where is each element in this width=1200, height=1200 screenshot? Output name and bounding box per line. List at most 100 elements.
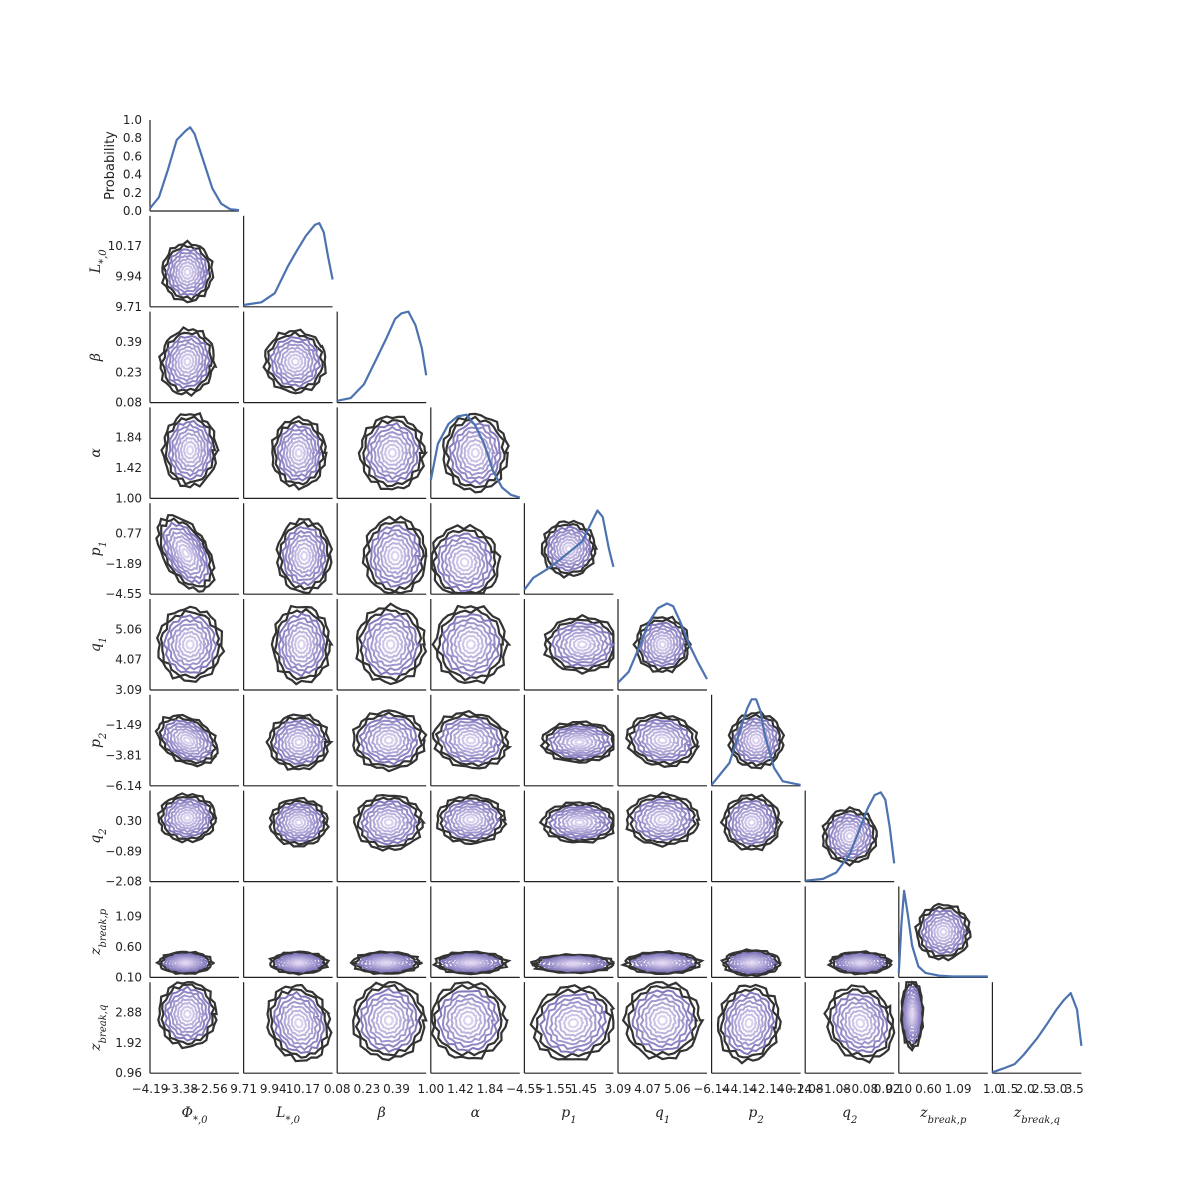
- contour-p1-vs-zbreak-q: [567, 1017, 580, 1029]
- contour-l-0-vs-q1: [297, 638, 307, 651]
- contour-0-vs-zbreak-q: [160, 983, 216, 1046]
- ylabel-: β: [88, 353, 104, 362]
- contour--vs-p1: [444, 539, 486, 584]
- contour-p1-vs-q2: [574, 819, 587, 826]
- marginal-density-q2: [805, 791, 896, 882]
- contour-p1-vs-zbreak-p: [567, 961, 580, 966]
- contour-l-0-vs-: [287, 353, 304, 370]
- contour-p2-vs-zbreak-p: [747, 960, 756, 966]
- ytick-zbreak-p: 0.60: [115, 940, 142, 954]
- contour--vs-q2: [375, 811, 402, 834]
- contour-p1-vs-q2: [561, 811, 598, 833]
- contour-l-0-vs-: [279, 346, 311, 378]
- contour--vs-p2: [351, 709, 428, 773]
- contour-p1-vs-zbreak-p: [529, 952, 615, 975]
- contour-0-vs-: [177, 349, 198, 374]
- xtick-zbreak-p: 0.10: [885, 1082, 912, 1096]
- contour--vs-q1: [355, 602, 428, 686]
- contour-0-vs-q1: [167, 618, 213, 671]
- contour--vs-p2: [438, 717, 503, 764]
- ytick-probability: 0.0: [123, 204, 142, 218]
- xtick-q2: −0.08: [841, 1082, 878, 1096]
- contour-l-0-vs-zbreak-p: [267, 950, 331, 976]
- contour-p2-vs-zbreak-q: [726, 995, 772, 1051]
- contour--vs-zbreak-q: [432, 983, 503, 1057]
- contour-l-0-vs-p1: [290, 537, 318, 575]
- contour-zbreak-p-vs-zbreak-q: [899, 981, 925, 1053]
- xtick-zbreak-q: 1.0: [983, 1082, 1002, 1096]
- contour-0-vs-zbreak-p: [175, 958, 197, 968]
- contour-p2-vs-zbreak-q: [744, 1017, 754, 1030]
- contour-0-vs-q1: [185, 639, 195, 651]
- contour-0-vs-p1: [162, 521, 209, 585]
- contour-q1-vs-zbreak-p: [653, 959, 674, 967]
- xtick-l-0: 10.17: [286, 1082, 320, 1096]
- contour--vs-p2: [448, 723, 494, 758]
- contour-q1-vs-zbreak-q: [644, 1001, 681, 1040]
- contour--vs-zbreak-q: [359, 987, 419, 1053]
- contour--vs-p1: [369, 524, 422, 588]
- xlabel-q1: q1: [655, 1105, 670, 1126]
- contour-0-vs-: [182, 440, 198, 460]
- contour-p1-vs-q2: [564, 814, 594, 831]
- contour-p2-vs-zbreak-q: [719, 987, 779, 1059]
- ylabel-probability: Probability: [103, 131, 118, 200]
- contour-p1-vs-q2: [557, 810, 604, 836]
- contour--vs-: [470, 447, 481, 459]
- contour--vs-p2: [370, 725, 407, 755]
- contour--vs-: [362, 419, 425, 488]
- contour--vs-p1: [361, 515, 428, 595]
- xlabel-zbreak-q: zbreak,q: [1013, 1105, 1060, 1126]
- contour-q1-vs-zbreak-q: [621, 981, 705, 1061]
- contour--vs-q2: [436, 793, 508, 846]
- xtick-q1: 4.07: [634, 1082, 661, 1096]
- contour--vs-q2: [457, 810, 484, 829]
- contour-p1-vs-zbreak-q: [539, 992, 607, 1054]
- contour--vs-p1: [459, 556, 470, 568]
- contour-p2-vs-zbreak-q: [740, 1013, 758, 1033]
- contour--vs-q2: [450, 805, 494, 834]
- contour--vs-: [456, 430, 496, 477]
- contour--vs-p1: [447, 544, 482, 581]
- contour-l-0-vs-q1: [293, 634, 310, 655]
- contour-q1-vs-zbreak-q: [656, 1014, 669, 1026]
- contour--vs-p2: [461, 732, 482, 748]
- ytick-p1: −1.89: [105, 557, 142, 571]
- contour-q1-vs-q2: [627, 795, 698, 845]
- contour-0-vs-zbreak-q: [176, 1001, 199, 1027]
- contour--vs-zbreak-q: [370, 1002, 408, 1039]
- contour-q1-vs-zbreak-q: [639, 996, 686, 1044]
- marginal-density-l-0: [243, 222, 334, 307]
- contour--vs-zbreak-p: [456, 958, 486, 968]
- contour-0-vs-p2: [154, 713, 219, 768]
- contour-p1-vs-q2: [547, 805, 612, 840]
- contour-p1-vs-q2: [553, 807, 607, 838]
- contour-l-0-vs-zbreak-q: [279, 1000, 319, 1046]
- contour-l-0-vs-q1: [290, 629, 313, 659]
- contour-q2-vs-zbreak-q: [832, 993, 889, 1054]
- contour--vs-: [364, 421, 420, 483]
- contour-q2-vs-zbreak-p: [837, 954, 883, 972]
- contour-p2-vs-q2: [744, 814, 761, 830]
- ylabel-: α: [88, 448, 104, 458]
- contour-q1-vs-zbreak-q: [652, 1010, 673, 1031]
- contour--vs-zbreak-p: [431, 950, 512, 976]
- xtick-q2: −1.08: [814, 1082, 851, 1096]
- contour-0-vs-l-0: [171, 254, 203, 290]
- contour-0-vs-q1: [159, 609, 221, 680]
- contour-0-vs-: [171, 340, 204, 383]
- contour--vs-p1: [430, 523, 502, 595]
- ytick-: 0.23: [115, 365, 142, 379]
- contour-l-0-vs-p1: [281, 526, 327, 587]
- contour-p1-vs-p1: [549, 528, 589, 569]
- contour-0-vs-: [173, 345, 202, 378]
- xtick-l-0: 9.71: [230, 1082, 257, 1096]
- contour-p1-vs-p2: [547, 724, 612, 760]
- contour-p2-vs-p2: [733, 717, 779, 764]
- contour-p1-vs-zbreak-q: [553, 1004, 593, 1042]
- contour-p1-vs-p1: [555, 535, 583, 563]
- marginal-density-zbreak-p: [897, 889, 988, 978]
- contour-q2-vs-zbreak-q: [847, 1009, 873, 1038]
- contour-q1-vs-q1: [655, 637, 671, 652]
- marginal-density-0: [149, 126, 240, 212]
